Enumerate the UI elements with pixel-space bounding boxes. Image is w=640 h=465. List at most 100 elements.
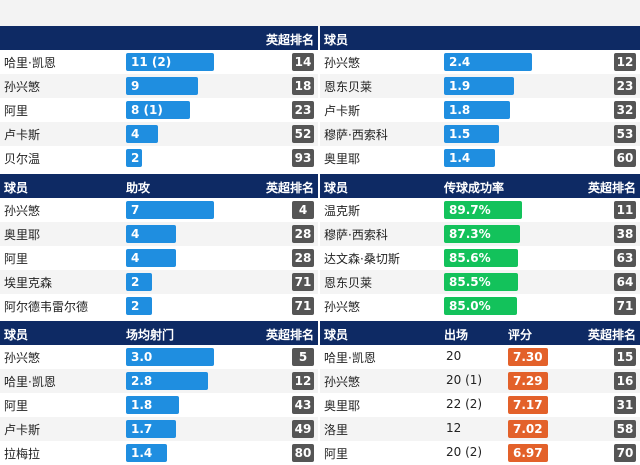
stat-bar: 1.8 <box>444 101 510 119</box>
goals-header: 英超排名 <box>0 26 318 50</box>
table-row: 阿里 20 (2) 6.97 70 <box>320 441 640 465</box>
player-name: 阿尔德韦雷尔德 <box>4 300 89 314</box>
rank-badge: 49 <box>292 420 314 438</box>
table-row: 拉梅拉 1.4 80 <box>0 441 318 465</box>
stat-value: 2 <box>131 151 140 165</box>
player-name: 孙兴慜 <box>324 56 361 70</box>
table-row: 洛里 12 7.02 58 <box>320 417 640 441</box>
stat-bar: 2 <box>126 273 152 291</box>
stat-bar: 8 (1) <box>126 101 190 119</box>
table-row: 阿里 4 28 <box>0 246 318 270</box>
rating-rank-header: 英超排名 <box>587 328 636 342</box>
rank-badge: 12 <box>292 372 314 390</box>
stat-bar: 1.4 <box>126 444 167 462</box>
rank-badge: 80 <box>292 444 314 462</box>
stat-value: 1.9 <box>449 79 471 93</box>
key-passes-header: 球员 <box>320 26 640 50</box>
assists-panel: 球员 助攻 英超排名 孙兴慜 7 4 奥里耶 4 28 阿里 4 28 埃里克森 2 71 阿尔德韦雷尔… <box>0 174 318 320</box>
stat-bar: 4 <box>126 249 176 267</box>
assists-rank-header: 英超排名 <box>265 181 314 195</box>
goals-panel: 英超排名 哈里·凯恩 11 (2) 14 孙兴慜 9 18 阿里 8 (1) 23 卢卡斯 4 52 贝… <box>0 26 318 172</box>
shots-player-header: 球员 <box>4 328 29 342</box>
table-row: 穆萨·西索科 1.5 53 <box>320 122 640 146</box>
player-name: 哈里·凯恩 <box>4 375 56 389</box>
player-name: 阿里 <box>4 399 29 413</box>
player-name: 恩东贝莱 <box>324 80 373 94</box>
player-name: 孙兴慜 <box>4 204 41 218</box>
player-name: 卢卡斯 <box>324 104 361 118</box>
player-name: 哈里·凯恩 <box>324 351 376 365</box>
rank-badge: 15 <box>614 348 636 366</box>
table-row: 奥里耶 4 28 <box>0 222 318 246</box>
rank-badge: 58 <box>614 420 636 438</box>
table-row: 孙兴慜 3.0 5 <box>0 345 318 369</box>
table-row: 温克斯 89.7% 11 <box>320 198 640 222</box>
table-row: 孙兴慜 85.0% 71 <box>320 294 640 318</box>
table-row: 哈里·凯恩 2.8 12 <box>0 369 318 393</box>
stat-value: 1.4 <box>449 151 471 165</box>
table-row: 贝尔温 2 93 <box>0 146 318 170</box>
rank-badge: 5 <box>292 348 314 366</box>
rating-player-header: 球员 <box>324 328 349 342</box>
stat-bar: 7 <box>126 201 214 219</box>
player-name: 孙兴慜 <box>4 80 41 94</box>
table-row: 阿尔德韦雷尔德 2 71 <box>0 294 318 318</box>
player-name: 埃里克森 <box>4 276 53 290</box>
stat-bar: 2 <box>126 297 152 315</box>
rating-badge: 7.29 <box>508 372 548 390</box>
stat-value: 8 (1) <box>131 103 163 117</box>
rank-badge: 71 <box>614 297 636 315</box>
stat-value: 85.0% <box>449 299 491 313</box>
player-name: 奥里耶 <box>4 228 41 242</box>
rank-badge: 23 <box>292 101 314 119</box>
rating-score-header: 评分 <box>508 328 533 342</box>
player-name: 穆萨·西索科 <box>324 128 388 142</box>
player-name: 贝尔温 <box>4 152 41 166</box>
stat-value: 4 <box>131 251 140 265</box>
table-row: 孙兴慜 20 (1) 7.29 16 <box>320 369 640 393</box>
stat-bar: 85.5% <box>444 273 518 291</box>
rating-badge: 7.30 <box>508 348 548 366</box>
pass-player-header: 球员 <box>324 181 349 195</box>
rank-badge: 14 <box>292 53 314 71</box>
stat-value: 1.5 <box>449 127 471 141</box>
rank-badge: 31 <box>614 396 636 414</box>
rank-badge: 71 <box>292 297 314 315</box>
stat-value: 85.6% <box>449 251 491 265</box>
player-name: 卢卡斯 <box>4 423 41 437</box>
table-row: 卢卡斯 1.7 49 <box>0 417 318 441</box>
stat-value: 9 <box>131 79 140 93</box>
rank-badge: 71 <box>292 273 314 291</box>
appearances: 22 (2) <box>446 397 483 411</box>
rank-badge: 52 <box>292 125 314 143</box>
stat-value: 87.3% <box>449 227 491 241</box>
shots-rank-header: 英超排名 <box>265 328 314 342</box>
rank-badge: 16 <box>614 372 636 390</box>
player-name: 阿里 <box>4 252 29 266</box>
assists-stat-header: 助攻 <box>126 181 151 195</box>
player-name: 孙兴慜 <box>324 375 361 389</box>
rating-value: 6.97 <box>513 446 543 460</box>
stat-value: 89.7% <box>449 203 491 217</box>
stat-bar: 85.0% <box>444 297 517 315</box>
player-name: 孙兴慜 <box>324 300 361 314</box>
rating-badge: 7.17 <box>508 396 548 414</box>
rank-badge: 93 <box>292 149 314 167</box>
rank-badge: 64 <box>614 273 636 291</box>
stat-bar: 87.3% <box>444 225 520 243</box>
table-row: 孙兴慜 7 4 <box>0 198 318 222</box>
rating-badge: 7.02 <box>508 420 548 438</box>
shots-stat-header: 场均射门 <box>126 328 175 342</box>
rating-header: 球员 出场 评分 英超排名 <box>320 321 640 345</box>
stat-bar: 4 <box>126 125 158 143</box>
goals-rank-header: 英超排名 <box>265 33 314 47</box>
pass-rank-header: 英超排名 <box>587 181 636 195</box>
rank-badge: 32 <box>614 101 636 119</box>
rank-badge: 12 <box>614 53 636 71</box>
rating-apps-header: 出场 <box>444 328 469 342</box>
table-row: 穆萨·西索科 87.3% 38 <box>320 222 640 246</box>
pass-stat-header: 传球成功率 <box>444 181 505 195</box>
top-banner <box>0 0 640 30</box>
stat-value: 4 <box>131 127 140 141</box>
table-row: 孙兴慜 2.4 12 <box>320 50 640 74</box>
